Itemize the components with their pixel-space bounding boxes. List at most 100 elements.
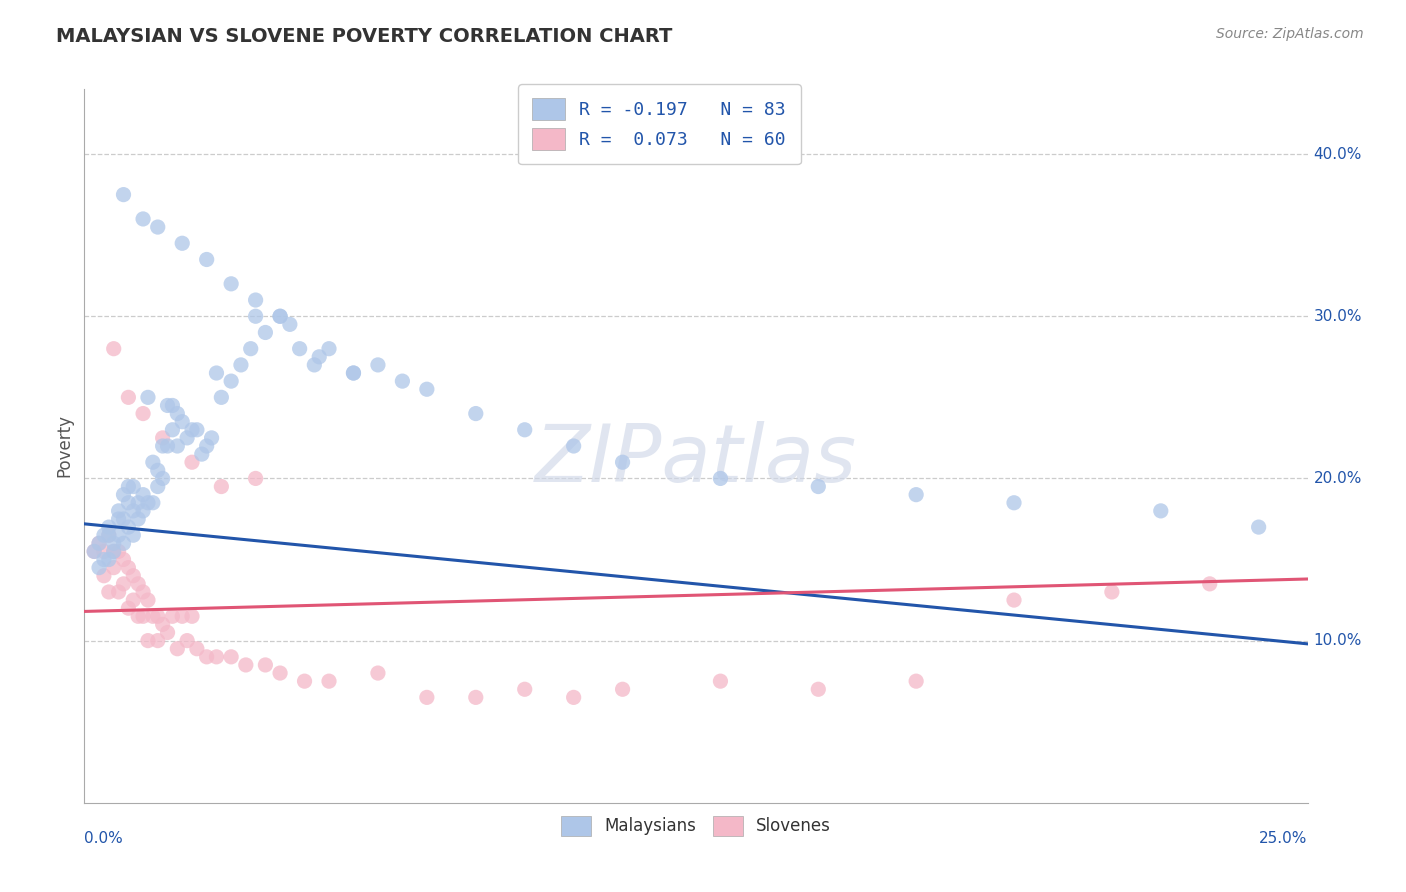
Point: [1247, 520, 1270, 534]
Point: [162, 609, 184, 624]
Point: [87, 560, 110, 574]
Point: [367, 358, 389, 372]
Point: [142, 455, 165, 469]
Text: 40.0%: 40.0%: [1313, 146, 1362, 161]
Point: [245, 471, 267, 485]
Point: [103, 536, 125, 550]
Point: [142, 496, 165, 510]
Point: [905, 488, 928, 502]
Point: [156, 625, 179, 640]
Point: [107, 544, 129, 558]
Text: 20.0%: 20.0%: [1313, 471, 1362, 486]
Point: [172, 609, 194, 624]
Point: [107, 504, 129, 518]
Point: [294, 674, 316, 689]
Point: [87, 536, 110, 550]
Point: [709, 471, 731, 485]
Point: [166, 641, 188, 656]
Point: [278, 318, 301, 332]
Point: [254, 657, 277, 672]
Point: [152, 439, 174, 453]
Legend: Malaysians, Slovenes: Malaysians, Slovenes: [553, 807, 839, 845]
Point: [513, 423, 536, 437]
Point: [181, 609, 204, 624]
Point: [122, 528, 145, 542]
Point: [152, 431, 174, 445]
Point: [391, 374, 413, 388]
Point: [186, 641, 208, 656]
Point: [239, 342, 262, 356]
Point: [132, 488, 155, 502]
Point: [112, 536, 135, 550]
Point: [562, 690, 585, 705]
Point: [245, 293, 267, 307]
Point: [219, 277, 242, 291]
Point: [807, 682, 830, 697]
Point: [269, 666, 291, 681]
Point: [562, 439, 585, 453]
Point: [612, 682, 634, 697]
Point: [1150, 504, 1173, 518]
Point: [127, 609, 149, 624]
Point: [1002, 496, 1025, 510]
Y-axis label: Poverty: Poverty: [55, 415, 73, 477]
Point: [132, 211, 155, 226]
Point: [807, 479, 830, 493]
Point: [367, 666, 389, 681]
Point: [172, 236, 194, 251]
Point: [269, 310, 291, 324]
Point: [136, 496, 159, 510]
Point: [181, 423, 204, 437]
Point: [416, 690, 439, 705]
Point: [97, 585, 120, 599]
Text: 25.0%: 25.0%: [1260, 831, 1308, 847]
Point: [1198, 577, 1220, 591]
Point: [93, 568, 115, 582]
Point: [93, 552, 115, 566]
Point: [132, 407, 155, 421]
Point: [103, 544, 125, 558]
Point: [209, 479, 232, 493]
Point: [97, 528, 120, 542]
Point: [103, 544, 125, 558]
Point: [209, 390, 232, 404]
Point: [117, 560, 139, 574]
Point: [191, 447, 214, 461]
Point: [156, 399, 179, 413]
Point: [112, 577, 135, 591]
Point: [122, 479, 145, 493]
Point: [464, 690, 486, 705]
Point: [112, 552, 135, 566]
Point: [117, 520, 139, 534]
Point: [122, 568, 145, 582]
Point: [97, 528, 120, 542]
Point: [127, 512, 149, 526]
Point: [107, 585, 129, 599]
Point: [146, 220, 169, 235]
Point: [112, 187, 135, 202]
Point: [146, 633, 169, 648]
Point: [176, 633, 198, 648]
Point: [97, 552, 120, 566]
Point: [1002, 593, 1025, 607]
Point: [205, 366, 228, 380]
Point: [318, 342, 340, 356]
Point: [152, 471, 174, 485]
Point: [464, 407, 486, 421]
Point: [166, 407, 188, 421]
Point: [122, 593, 145, 607]
Point: [304, 358, 326, 372]
Point: [127, 496, 149, 510]
Text: 30.0%: 30.0%: [1313, 309, 1362, 324]
Point: [612, 455, 634, 469]
Point: [229, 358, 252, 372]
Point: [318, 674, 340, 689]
Point: [87, 536, 110, 550]
Point: [513, 682, 536, 697]
Point: [235, 657, 257, 672]
Point: [186, 423, 208, 437]
Point: [93, 544, 115, 558]
Point: [342, 366, 364, 380]
Point: [97, 520, 120, 534]
Point: [195, 252, 218, 267]
